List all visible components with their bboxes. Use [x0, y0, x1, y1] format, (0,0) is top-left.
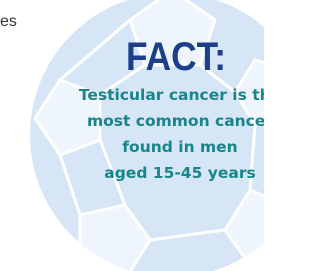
fact-graphic: es FACT: Testicular cancer is the most co… — [0, 0, 264, 271]
fact-line: Testicular cancer is the — [79, 86, 264, 104]
fact-line: aged 15-45 years — [104, 164, 255, 182]
heading: FACT: — [126, 35, 226, 79]
fact-line: most common cancer — [87, 112, 264, 130]
fact-line: found in men — [122, 138, 237, 156]
text-fragment: es — [0, 13, 17, 30]
